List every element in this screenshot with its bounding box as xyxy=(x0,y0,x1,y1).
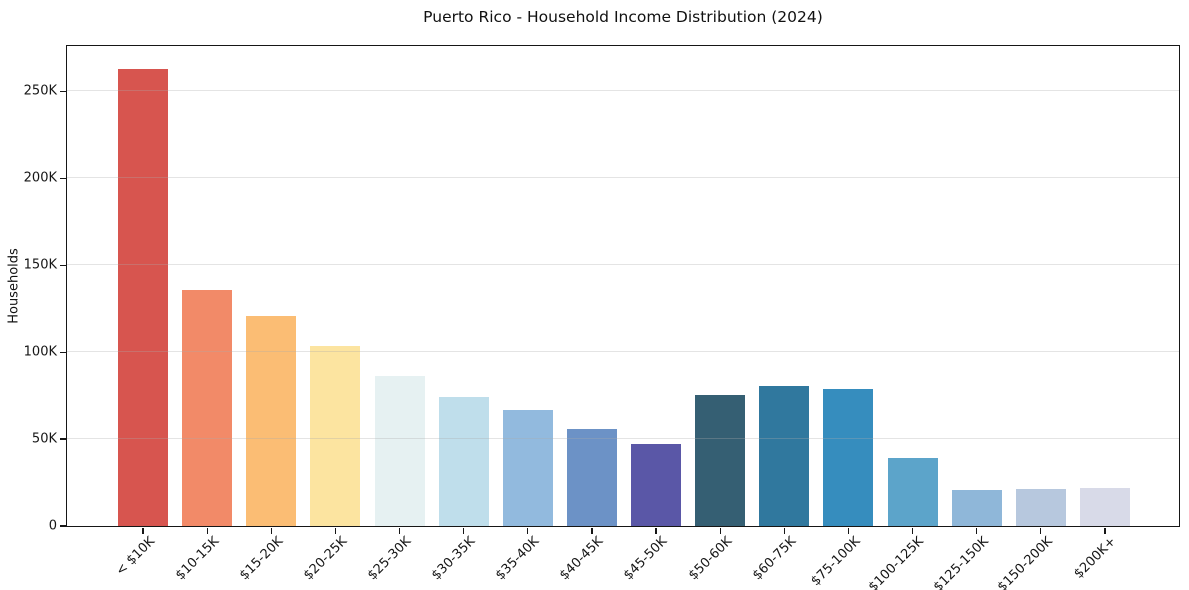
bar-200k xyxy=(1079,487,1130,526)
bar-2530k xyxy=(374,376,425,526)
gridline xyxy=(67,264,1179,266)
x-tick xyxy=(334,527,337,534)
x-tick-label: $20-25K xyxy=(300,534,351,584)
x-tick-label: < $10K xyxy=(112,534,158,579)
bar-3540k xyxy=(502,410,553,526)
y-tick xyxy=(60,90,66,92)
x-tick-label: $75-100K xyxy=(808,534,864,590)
x-tick-label: $100-125K xyxy=(866,534,928,590)
bar-4550k xyxy=(631,444,682,526)
y-tick xyxy=(60,351,66,353)
x-tick xyxy=(911,527,914,534)
gridline xyxy=(67,90,1179,92)
x-tick-label: $25-30K xyxy=(364,534,415,584)
x-tick-label: $10-15K xyxy=(172,534,222,584)
gridline xyxy=(67,177,1179,179)
bar-150200k xyxy=(1015,488,1066,526)
x-tick xyxy=(398,527,401,534)
y-tick-label: 250K xyxy=(23,83,57,99)
x-tick xyxy=(591,527,593,534)
bar-1015k xyxy=(182,290,233,526)
y-tick-label: 200K xyxy=(23,170,57,186)
y-tick-label: 100K xyxy=(23,344,57,360)
x-tick-label: $45-50K xyxy=(621,534,671,584)
x-tick xyxy=(270,527,272,534)
x-tick xyxy=(206,527,208,534)
bar-6075k xyxy=(759,386,810,526)
x-tick xyxy=(783,527,785,534)
chart-title: Puerto Rico - Household Income Distribut… xyxy=(423,8,823,26)
x-tick xyxy=(847,527,850,534)
bar-3035k xyxy=(438,397,489,526)
x-tick-label: $40-45K xyxy=(557,534,607,584)
x-tick-label: $50-60K xyxy=(685,534,735,584)
gridline xyxy=(67,438,1179,440)
x-tick xyxy=(527,527,529,534)
x-tick-label: $60-75K xyxy=(749,534,799,584)
y-tick-label: 150K xyxy=(23,257,57,273)
bar-75100k xyxy=(823,388,874,526)
x-tick xyxy=(1040,527,1042,534)
x-tick-label: $200K+ xyxy=(1071,534,1120,582)
gridline xyxy=(67,351,1179,353)
y-tick-label: 50K xyxy=(31,431,57,447)
bar-100125k xyxy=(887,458,938,526)
x-tick-label: $15-20K xyxy=(236,534,286,584)
x-tick xyxy=(655,527,657,534)
y-tick xyxy=(60,264,66,266)
bar-125150k xyxy=(951,490,1002,526)
y-tick-label: 0 xyxy=(48,518,57,534)
x-tick-label: $125-150K xyxy=(930,534,992,590)
bar-5060k xyxy=(695,394,746,526)
x-tick xyxy=(1104,527,1106,534)
bar-1520k xyxy=(246,316,297,526)
x-tick-label: $30-35K xyxy=(429,534,479,584)
y-tick xyxy=(60,177,66,179)
x-tick-label: $150-200K xyxy=(994,534,1056,590)
y-tick xyxy=(60,438,66,440)
plot-area: 0 50K 100K 150K 200K 250K xyxy=(24,45,1180,534)
bar-2025k xyxy=(310,346,361,526)
x-tick xyxy=(142,527,144,534)
x-tick xyxy=(463,527,465,534)
bar-4045k xyxy=(566,428,617,526)
x-tick xyxy=(719,527,721,534)
y-axis-label: Households xyxy=(6,248,22,324)
y-tick xyxy=(60,525,66,527)
x-tick xyxy=(976,527,978,534)
bar-10k xyxy=(118,68,169,526)
x-tick-label: $35-40K xyxy=(493,534,543,584)
